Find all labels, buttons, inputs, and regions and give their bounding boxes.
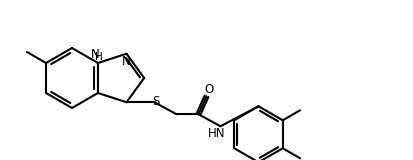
Text: H: H	[95, 52, 102, 62]
Text: N: N	[90, 48, 99, 61]
Text: O: O	[203, 83, 213, 96]
Text: N: N	[122, 55, 131, 68]
Text: S: S	[152, 95, 159, 108]
Text: HN: HN	[207, 127, 225, 140]
